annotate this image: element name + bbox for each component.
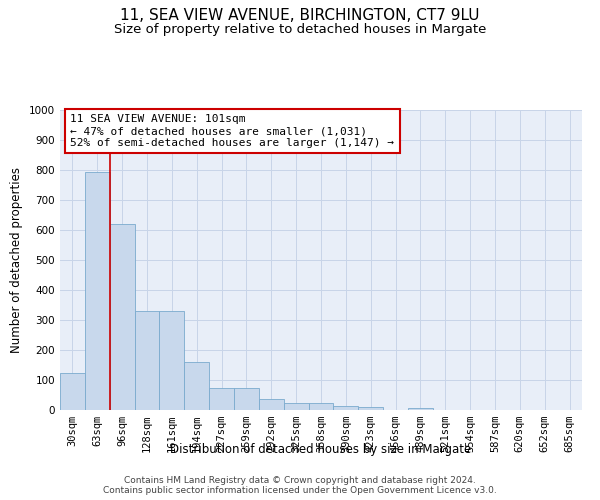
Bar [184,362,209,410]
Bar [60,372,85,410]
Text: Size of property relative to detached houses in Margate: Size of property relative to detached ho… [114,22,486,36]
Bar [259,398,284,410]
Bar [110,224,134,410]
Text: 11, SEA VIEW AVENUE, BIRCHINGTON, CT7 9LU: 11, SEA VIEW AVENUE, BIRCHINGTON, CT7 9L… [120,8,480,22]
Bar [134,311,160,410]
Bar [358,407,383,410]
Bar [85,172,110,410]
Text: Distribution of detached houses by size in Margate: Distribution of detached houses by size … [170,442,472,456]
Bar [284,402,308,410]
Bar [308,402,334,410]
Bar [334,406,358,410]
Bar [408,408,433,410]
Text: 11 SEA VIEW AVENUE: 101sqm
← 47% of detached houses are smaller (1,031)
52% of s: 11 SEA VIEW AVENUE: 101sqm ← 47% of deta… [70,114,394,148]
Y-axis label: Number of detached properties: Number of detached properties [10,167,23,353]
Text: Contains HM Land Registry data © Crown copyright and database right 2024.
Contai: Contains HM Land Registry data © Crown c… [103,476,497,495]
Bar [160,311,184,410]
Bar [234,388,259,410]
Bar [209,388,234,410]
